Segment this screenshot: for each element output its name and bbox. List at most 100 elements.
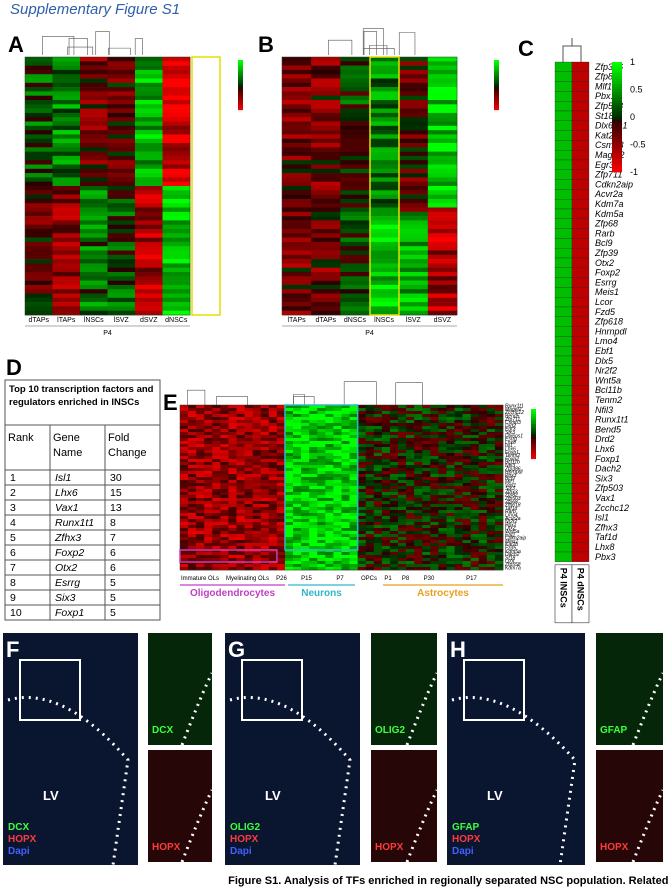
heatmap-cell [135,297,163,303]
heatmap-cell [470,480,480,484]
heatmap-cell [373,501,383,505]
heatmap-cell [311,87,341,92]
heatmap-cell [135,177,163,182]
heatmap-cell [373,420,383,424]
heatmap-cell [422,447,431,451]
heatmap-cell [180,519,189,523]
heatmap-cell [406,558,415,562]
heatmap-cell [398,549,407,553]
heatmap-cell [340,237,370,243]
heatmap-cell [349,459,358,463]
heatmap-cell [276,522,286,526]
legend-tick-label: 0.5 [630,85,643,95]
heatmap-cell [389,534,399,538]
heatmap-cell [276,417,286,421]
heatmap-cell [398,528,407,532]
heatmap-cell [282,134,312,139]
heatmap-cell [135,100,163,105]
heatmap-cell [365,528,375,532]
heatmap-cell [204,426,213,430]
heatmap-cell [341,528,350,532]
heatmap-cell [349,468,358,472]
heatmap-cell [365,477,375,481]
heatmap-cell [365,441,375,445]
heatmap-cell [25,100,53,105]
heatmap-cell [25,280,53,286]
heatmap-cell [427,61,458,66]
heatmap-cell [282,306,312,311]
heatmap-cell [398,310,429,316]
heatmap-cell [446,414,455,418]
heatmap-cell [486,435,496,439]
heatmap-cell [340,216,370,221]
gene-label: Zfp503 [594,483,623,493]
heatmap-cell [486,534,496,538]
heatmap-cell [135,229,163,234]
heatmap-cell [454,456,463,460]
heatmap-cell [282,194,312,200]
heatmap-cell [430,531,439,535]
heatmap-cell [422,525,431,529]
heatmap-cell [373,495,383,499]
gene-label: Cdkn2aip [595,179,633,189]
heatmap-cell [427,224,458,230]
heatmap-cell [454,504,463,508]
heatmap-cell [478,456,488,460]
heatmap-cell [135,57,163,62]
heatmap-cell [276,492,286,496]
heatmap-cell [389,513,399,517]
heatmap-cell [414,495,423,499]
heatmap-cell [220,519,229,523]
heatmap-cell [309,543,318,547]
heatmap-cell [252,558,262,562]
heatmap-cell [25,130,53,135]
heatmap-cell [311,224,341,230]
heatmap-cell [470,471,480,475]
heatmap-cell [309,411,318,415]
heatmap-cell [462,417,471,421]
heatmap-cell [365,537,375,541]
heatmap-cell [373,450,383,454]
heatmap-cell [260,555,270,559]
table-cell: Otx2 [55,562,77,574]
heatmap-cell [357,441,367,445]
heatmap-cell [80,143,108,148]
heatmap-cell [284,504,294,508]
heatmap-cell [107,302,136,307]
gene-label: Dlx5 [595,356,614,366]
heatmap-cell [80,173,108,178]
heatmap-cell [571,189,590,200]
heatmap-cell [438,519,447,523]
heatmap-cell [554,91,573,102]
heatmap-cell [228,498,237,502]
heatmap-cell [389,501,399,505]
heatmap-cell [340,181,370,187]
heatmap-cell [309,480,318,484]
panel-label: G [228,637,245,662]
heatmap-cell [52,241,81,247]
heatmap-cell [365,492,375,496]
heatmap-cell [311,233,341,238]
heatmap-cell [430,492,439,496]
heatmap-cell [333,528,342,532]
heatmap-cell [236,477,245,481]
legend-swatch [531,439,536,442]
heatmap-cell [162,155,191,161]
heatmap-cell [340,65,370,71]
heatmap-cell [236,567,245,571]
heatmap-cell [398,540,407,544]
heatmap-cell [365,444,375,448]
heatmap-cell [180,546,189,550]
heatmap-cell [427,190,458,195]
heatmap-cell [282,155,312,161]
heatmap-cell [180,525,189,529]
heatmap-cell [494,492,504,496]
heatmap-cell [438,516,447,520]
heatmap-cell [325,429,334,433]
heatmap-cell [454,567,463,571]
heatmap-cell [462,414,471,418]
heatmap-cell [325,555,334,559]
heatmap-cell [325,504,334,508]
marker-label: Dapi [230,846,252,857]
heatmap-cell [470,468,480,472]
